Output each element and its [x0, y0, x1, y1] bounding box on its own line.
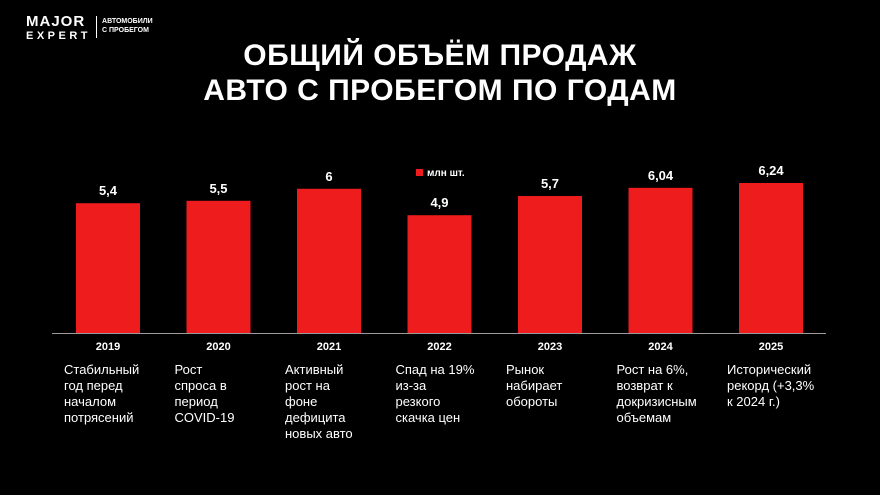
description-line: Рост — [174, 362, 203, 377]
description-line: к 2024 г.) — [727, 394, 780, 410]
bar-2019 — [76, 203, 140, 333]
page-title-line2: АВТО С ПРОБЕГОМ ПО ГОДАМ — [203, 74, 677, 108]
tick-label-2020: 2020 — [206, 341, 230, 353]
description-line: началом — [64, 394, 117, 410]
description-line: год перед — [64, 378, 123, 394]
description-2019: Стабильный год перед началом потрясений — [64, 362, 174, 426]
logo-line1: MAJOR — [26, 13, 86, 30]
description-2024: Рост на 6%, возврат к докризисным объемам — [617, 362, 727, 426]
description-line: фоне — [285, 394, 318, 410]
bar-2020 — [186, 200, 251, 333]
description-line: Стабильный — [64, 362, 140, 377]
description-line: набирает — [506, 378, 563, 394]
description-line: докризисным — [616, 394, 697, 410]
tick-label-2021: 2021 — [317, 341, 341, 353]
description-line: COVID-19 — [174, 410, 235, 426]
description-line: возврат к — [616, 378, 673, 394]
description-2020: Рост спроса в период COVID-19 — [175, 362, 285, 426]
page-title-line1: ОБЩИЙ ОБЪЁМ ПРОДАЖ — [243, 39, 637, 72]
description-line: спроса в — [174, 378, 227, 394]
logo-line2: EXPERT — [26, 30, 92, 42]
bar-2024 — [628, 187, 693, 333]
data-label-2019: 5,4 — [99, 183, 118, 198]
legend-swatch — [416, 169, 423, 176]
logo-divider — [96, 16, 98, 38]
legend-label: млн шт. — [427, 168, 465, 179]
data-label-2024: 6,04 — [648, 168, 674, 183]
description-line: резкого — [395, 394, 441, 410]
description-line: рост на — [285, 378, 330, 394]
brand-logo: MAJOR EXPERT АВТОМОБИЛИ С ПРОБЕГОМ — [26, 14, 153, 42]
description-2025: Исторический рекорд (+3,3% к 2024 г.) — [727, 362, 837, 410]
description-2022: Спад на 19% из-за резкого скачка цен — [396, 362, 506, 426]
tick-label-2022: 2022 — [427, 341, 451, 353]
tick-label-2024: 2024 — [648, 341, 673, 353]
data-label-2022: 4,9 — [430, 195, 448, 210]
description-line: Исторический — [727, 362, 812, 377]
description-line: Активный — [285, 362, 344, 377]
description-line: обороты — [506, 394, 558, 410]
tick-label-2019: 2019 — [96, 341, 120, 353]
description-2021: Активный рост на фоне дефицита новых авто — [285, 362, 395, 443]
description-2023: Рынок набирает обороты — [506, 362, 616, 410]
bar-2021 — [297, 188, 361, 333]
data-label-2023: 5,7 — [541, 176, 559, 191]
data-label-2021: 6 — [325, 169, 332, 184]
description-line: Спад на 19% — [395, 362, 475, 377]
description-line: дефицита — [285, 410, 346, 426]
bar-2025 — [739, 183, 803, 333]
data-label-2025: 6,24 — [758, 163, 784, 178]
tick-label-2023: 2023 — [538, 341, 562, 353]
bar-2022 — [407, 215, 472, 333]
data-label-2020: 5,5 — [209, 181, 227, 196]
description-line: рекорд (+3,3% — [727, 378, 815, 394]
description-line: Рынок — [506, 362, 545, 377]
description-line: период — [174, 394, 218, 410]
logo-tagline-line1: АВТОМОБИЛИ — [102, 18, 153, 25]
description-line: Рост на 6%, — [616, 362, 689, 377]
description-line: скачка цен — [395, 410, 461, 426]
description-line: потрясений — [64, 410, 134, 426]
tick-label-2025: 2025 — [759, 341, 783, 353]
bar-2023 — [518, 195, 582, 333]
logo-tagline-line2: С ПРОБЕГОМ — [102, 26, 149, 34]
logo-tagline: АВТОМОБИЛИ С ПРОБЕГОМ — [102, 18, 153, 36]
description-line: из-за — [395, 378, 427, 394]
logo-wordmark: MAJOR EXPERT — [26, 14, 91, 42]
page-title: ОБЩИЙ ОБЪЁМ ПРОДАЖ АВТО С ПРОБЕГОМ ПО ГО… — [0, 38, 880, 109]
description-line: новых авто — [285, 426, 353, 442]
description-line: объемам — [616, 410, 672, 426]
